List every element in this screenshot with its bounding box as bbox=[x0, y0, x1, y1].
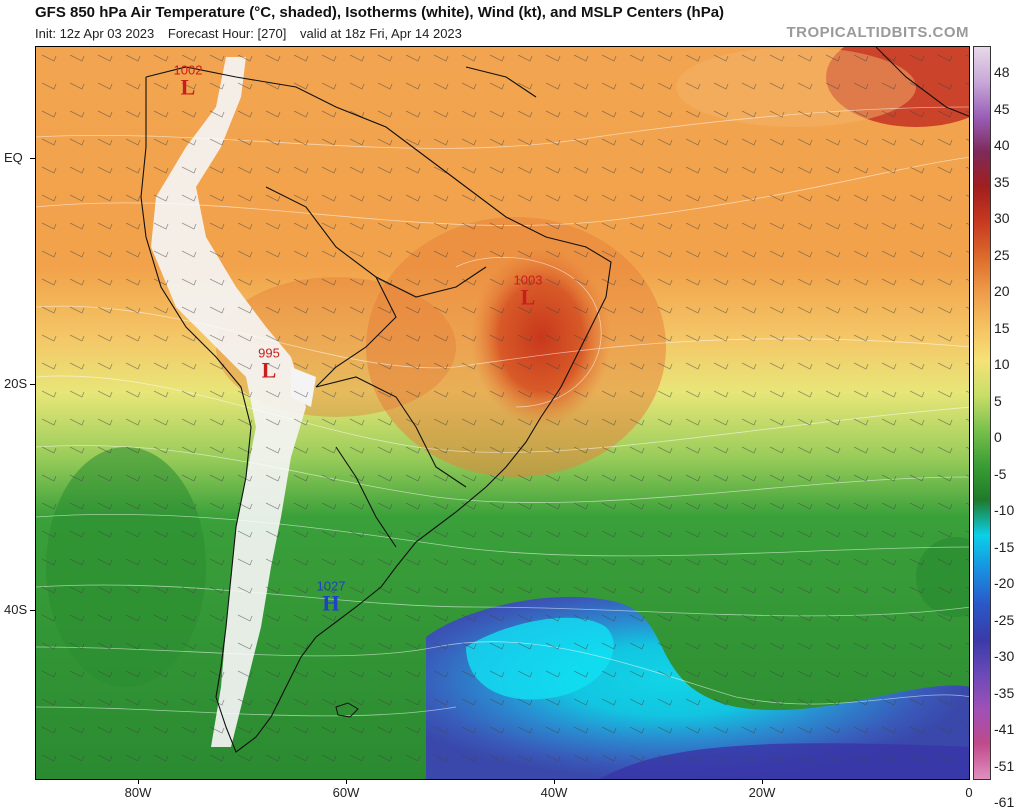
forecast-hour: Forecast Hour: [270] bbox=[167, 26, 287, 41]
colorbar-label: -30 bbox=[994, 648, 1015, 664]
low-pressure-center: 1003 L bbox=[513, 272, 543, 310]
map-canvas bbox=[36, 47, 969, 779]
lon-label-40w: 40W bbox=[540, 785, 568, 800]
lon-tick bbox=[138, 780, 139, 784]
lat-label-eq: EQ bbox=[4, 150, 23, 165]
lon-label-60w: 60W bbox=[332, 785, 360, 800]
lon-label-80w: 80W bbox=[124, 785, 152, 800]
valid-time: valid at 18z Fri, Apr 14 2023 bbox=[300, 26, 462, 41]
site-credit: TROPICALTIDBITS.COM bbox=[786, 24, 969, 41]
lon-label-0: 0 bbox=[965, 785, 973, 800]
colorbar-label: -15 bbox=[994, 538, 1015, 555]
pressure-letter: L bbox=[261, 357, 277, 383]
lon-tick bbox=[346, 780, 347, 784]
colorbar-label: 25 bbox=[994, 246, 1010, 263]
pressure-value: 1027 bbox=[316, 578, 346, 594]
colorbar-label: -20 bbox=[994, 575, 1015, 591]
high-pressure-center: 1027 H bbox=[316, 578, 346, 616]
run-info: Init: 12z Apr 03 2023 Forecast Hour: [27… bbox=[35, 26, 472, 41]
low-pressure-center: 995 L bbox=[258, 345, 280, 383]
pressure-letter: L bbox=[180, 74, 196, 100]
colorbar-label: -61 bbox=[994, 794, 1015, 810]
lon-tick bbox=[554, 780, 555, 784]
pressure-letter: H bbox=[322, 590, 340, 616]
low-pressure-center: 1002 L bbox=[173, 62, 203, 100]
colorbar-label: 5 bbox=[994, 392, 1002, 409]
lat-label-40s: 40S bbox=[4, 602, 28, 617]
colorbar-label: 30 bbox=[994, 210, 1010, 226]
lat-tick bbox=[30, 158, 35, 159]
colorbar-label: -10 bbox=[994, 502, 1015, 518]
colorbar-label: 10 bbox=[994, 356, 1010, 372]
lon-label-20w: 20W bbox=[748, 785, 776, 800]
colorbar-label: -51 bbox=[994, 757, 1015, 774]
pressure-value: 995 bbox=[258, 345, 280, 361]
colorbar-label: 48 bbox=[994, 64, 1010, 80]
colorbar-label: -25 bbox=[994, 611, 1015, 628]
colorbar-label: 45 bbox=[994, 100, 1010, 117]
lat-label-20s: 20S bbox=[4, 376, 28, 391]
pressure-value: 1003 bbox=[513, 272, 543, 288]
lon-tick bbox=[762, 780, 763, 784]
chart-title: GFS 850 hPa Air Temperature (°C, shaded)… bbox=[35, 4, 725, 21]
temperature-colorbar bbox=[973, 46, 991, 780]
colorbar-label: -35 bbox=[994, 684, 1015, 701]
lat-tick bbox=[30, 384, 35, 385]
header: GFS 850 hPa Air Temperature (°C, shaded)… bbox=[35, 4, 975, 44]
pressure-value: 1002 bbox=[173, 62, 203, 78]
colorbar-label: 40 bbox=[994, 137, 1010, 153]
colorbar-label: 20 bbox=[994, 283, 1010, 299]
colorbar-label: -41 bbox=[994, 721, 1015, 737]
init-time: Init: 12z Apr 03 2023 bbox=[35, 26, 155, 41]
colorbar-label: -5 bbox=[994, 465, 1007, 482]
colorbar-label: 0 bbox=[994, 429, 1002, 445]
map-panel[interactable] bbox=[35, 46, 970, 780]
colorbar-label: 15 bbox=[994, 319, 1010, 336]
pressure-letter: L bbox=[520, 284, 536, 310]
colorbar-label: 35 bbox=[994, 173, 1010, 190]
lat-tick bbox=[30, 610, 35, 611]
